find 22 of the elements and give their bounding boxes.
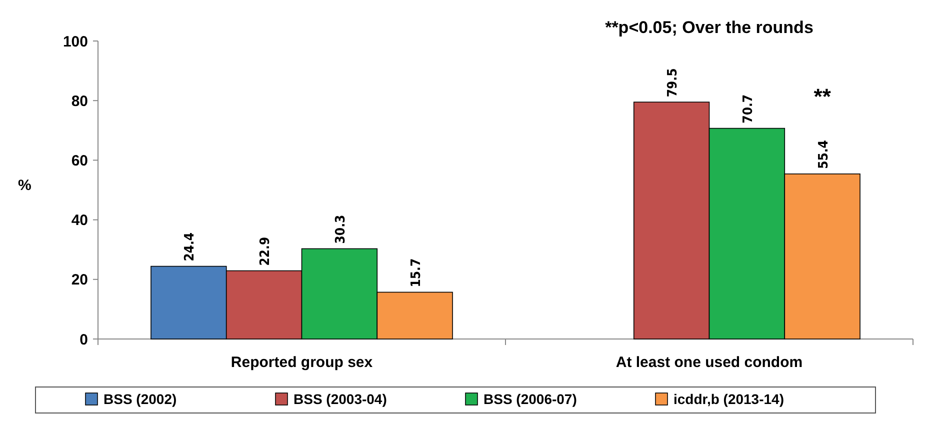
data-label: 79.5 — [666, 68, 681, 98]
text: **p<0.05; Over the rounds — [605, 18, 814, 37]
data-label: 70.7 — [740, 94, 756, 124]
y-tick-label: 20 — [71, 272, 88, 289]
x-tick-label: Reported group sex — [230, 354, 374, 371]
y-tick-label: 100 — [62, 33, 88, 50]
y-axis-title: % — [18, 177, 32, 194]
legend-label: BSS (2003-04) — [294, 390, 387, 407]
x-tick-label: At least one used condom — [616, 354, 803, 371]
y-tick-label: 60 — [71, 152, 88, 170]
legend-label: icddr,b (2013-14) — [674, 390, 784, 407]
y-tick-label: 80 — [71, 92, 88, 110]
y-tick-label: 40 — [71, 212, 88, 230]
legend-label: BSS (2002) — [104, 390, 177, 407]
data-label: 30.3 — [333, 214, 348, 244]
annotation: ** — [814, 84, 832, 109]
y-tick-label: 0 — [80, 331, 88, 348]
legend-label: BSS (2006-07) — [484, 390, 577, 407]
data-label: 24.4 — [182, 232, 198, 262]
data-label: 22.9 — [258, 236, 274, 266]
data-label: 55.4 — [816, 140, 832, 169]
data-label: 15.7 — [408, 258, 424, 288]
